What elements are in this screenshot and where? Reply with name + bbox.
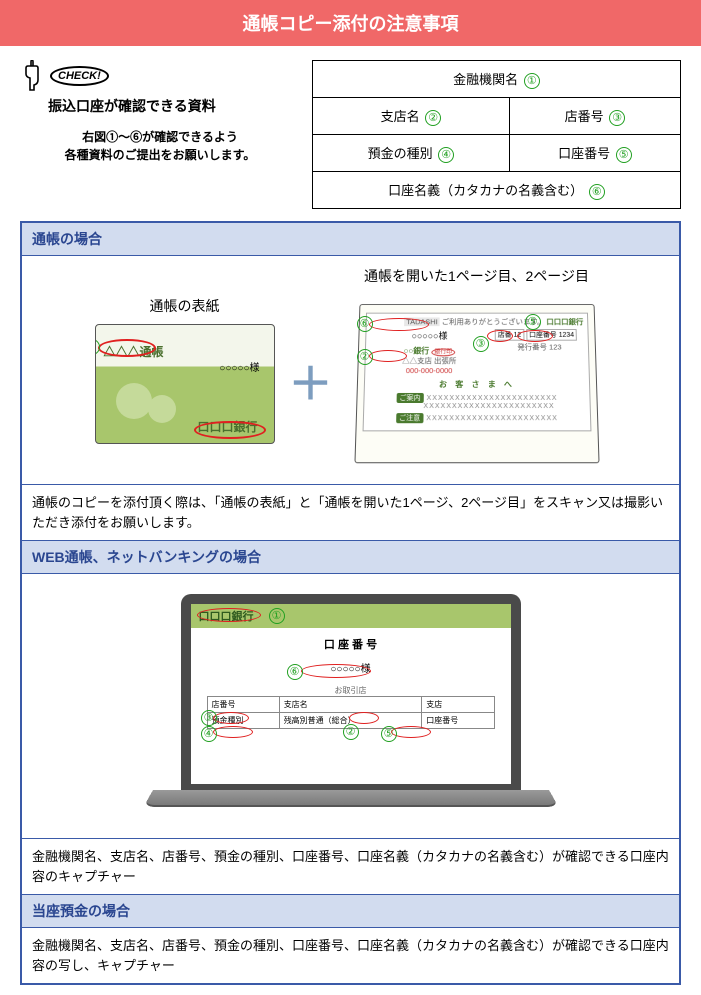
check-heading: 振込口座が確認できる資料 (48, 96, 300, 116)
cell-branchno: 店番号 (565, 109, 604, 124)
cell-bank: 金融機関名 (453, 72, 518, 87)
pointing-hand-icon (20, 60, 44, 92)
open-x3: XXXXXXXXXXXXXXXXXXXXXXX (426, 415, 558, 422)
info-table-wrap: 金融機関名 ① 支店名 ② 店番号 ③ 預金の種別 ④ 口座番号 ⑤ 口座名義（… (312, 60, 681, 209)
open-label: 通帳を開いた1ページ目、2ページ目 (347, 266, 607, 286)
open-bank2: ○○銀行 (403, 346, 429, 355)
lap-t11: 店番号 (207, 697, 279, 713)
open-owner: ○○○○○様 (370, 329, 489, 342)
num-2: ② (425, 110, 441, 126)
laptop-screen: 口口口銀行 口 座 番 号 ○○○○○様 お取引店 店番号支店名支店 預金種別残… (191, 604, 511, 784)
num-6: ⑥ (589, 184, 605, 200)
cover-n1: ① (222, 443, 238, 444)
open-n3: ③ (473, 336, 489, 352)
plus-icon: ＋ (289, 348, 333, 412)
open-extra: 発行番号 123 (494, 342, 583, 352)
open-n2: ② (357, 349, 373, 365)
lap-t13: 支店 (422, 697, 494, 713)
top-row: CHECK! 振込口座が確認できる資料 右図①～⑥が確認できるよう 各種資料のご… (0, 60, 701, 221)
open-banklabel: 口口口銀行 (546, 317, 583, 326)
page-header: 通帳コピー添付の注意事項 (0, 0, 701, 46)
passbook-cover: △△△通帳 ○○○○○様 口口口銀行 ④ ① (95, 324, 275, 444)
section2-body: 口口口銀行 口 座 番 号 ○○○○○様 お取引店 店番号支店名支店 預金種別残… (22, 574, 679, 839)
lap-subhead: お取引店 (191, 685, 511, 696)
passbook-open: TADASHI ご利用ありがとうございます。 口口口銀行 ○○○○○様 ○○銀行… (347, 294, 607, 474)
cover-label: 通帳の表紙 (95, 296, 275, 316)
num-4: ④ (438, 147, 454, 163)
open-chip1: ご案内 (396, 393, 423, 403)
lap-n5: ⑤ (381, 726, 397, 742)
open-cust: お 客 さ ま へ (368, 379, 584, 390)
open-acctval: 1234 (558, 332, 574, 339)
info-table: 金融機関名 ① 支店名 ② 店番号 ③ 預金の種別 ④ 口座番号 ⑤ 口座名義（… (312, 60, 681, 209)
open-branchlbl: 出張所 (433, 356, 455, 365)
lap-n2: ② (343, 724, 359, 740)
open-tel: 000-000-0000 (369, 366, 489, 376)
lap-n6: ⑥ (287, 664, 303, 680)
lap-t23: 口座番号 (422, 713, 494, 729)
check-sub: 右図①～⑥が確認できるよう 各種資料のご提出をお願いします。 (20, 128, 300, 164)
lap-n4: ④ (201, 726, 217, 742)
open-n6: ⑥ (357, 316, 373, 332)
open-x1: XXXXXXXXXXXXXXXXXXXXXXX (426, 395, 557, 402)
main-frame: 通帳の場合 通帳の表紙 △△△通帳 ○○○○○様 口口口銀行 ④ ① ＋ 通帳を… (20, 221, 681, 985)
lap-t12: 支店名 (279, 697, 422, 713)
section2-head: WEB通帳、ネットバンキングの場合 (22, 541, 679, 574)
section1-head: 通帳の場合 (22, 223, 679, 256)
section1-body: 通帳の表紙 △△△通帳 ○○○○○様 口口口銀行 ④ ① ＋ 通帳を開いた1ペー… (22, 256, 679, 485)
passbook-open-col: 通帳を開いた1ページ目、2ページ目 TADASHI ご利用ありがとうございます。… (347, 266, 607, 474)
section3-head: 当座預金の場合 (22, 895, 679, 928)
num-1: ① (524, 73, 540, 89)
section1-desc: 通帳のコピーを添付頂く際は、「通帳の表紙」と「通帳を開いた1ページ、2ページ目」… (22, 485, 679, 541)
lap-title: 口 座 番 号 (191, 636, 511, 652)
section3-desc: 金融機関名、支店名、店番号、預金の種別、口座番号、口座名義（カタカナの名義含む）… (22, 928, 679, 983)
section2-desc: 金融機関名、支店名、店番号、預金の種別、口座番号、口座名義（カタカナの名義含む）… (22, 839, 679, 895)
open-x2: XXXXXXXXXXXXXXXXXXXXXXX (392, 403, 585, 410)
open-chip2: ご注意 (395, 413, 422, 423)
cell-type: 預金の種別 (368, 146, 433, 161)
lap-n3: ③ (201, 710, 217, 726)
check-sub-1: 右図①～⑥が確認できるよう (82, 130, 238, 144)
num-3: ③ (609, 110, 625, 126)
check-sub-2: 各種資料のご提出をお願いします。 (65, 148, 256, 162)
open-stamp: 銀行印 (431, 348, 455, 356)
laptop-illustration: 口口口銀行 口 座 番 号 ○○○○○様 お取引店 店番号支店名支店 預金種別残… (181, 594, 521, 818)
lap-n1: ① (269, 608, 285, 624)
open-n5: ⑤ (525, 314, 541, 330)
cell-branch: 支店名 (381, 109, 420, 124)
cover-owner: ○○○○○様 (219, 359, 259, 374)
check-badge: CHECK! (50, 66, 109, 86)
cell-acctno: 口座番号 (558, 146, 610, 161)
cell-holder: 口座名義（カタカナの名義含む） (388, 183, 583, 198)
num-5: ⑤ (616, 147, 632, 163)
passbook-cover-col: 通帳の表紙 △△△通帳 ○○○○○様 口口口銀行 ④ ① (95, 296, 275, 444)
check-block: CHECK! 振込口座が確認できる資料 右図①～⑥が確認できるよう 各種資料のご… (20, 60, 300, 164)
cover-n4: ④ (95, 339, 100, 355)
